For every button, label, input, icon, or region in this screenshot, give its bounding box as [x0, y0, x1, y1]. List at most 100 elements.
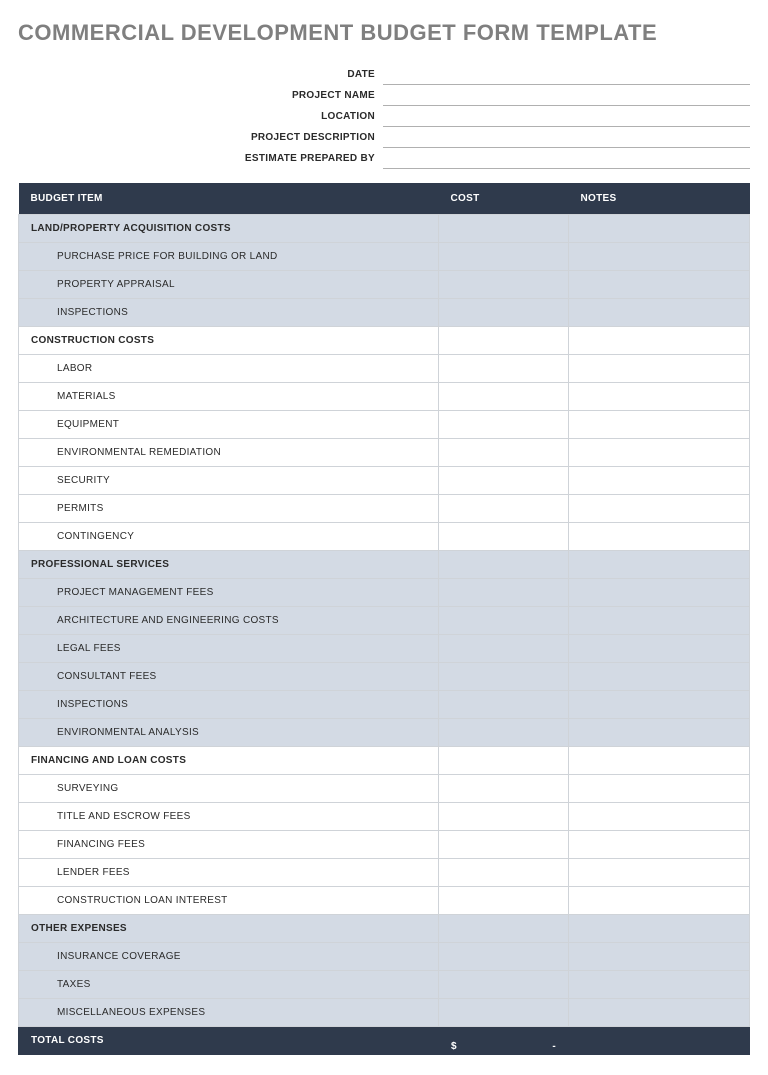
line-item-cost[interactable]: [439, 663, 569, 691]
line-item-name: ARCHITECTURE AND ENGINEERING COSTS: [19, 607, 439, 635]
section-notes-cell[interactable]: [569, 327, 750, 355]
line-item-cost[interactable]: [439, 887, 569, 915]
line-item-notes[interactable]: [569, 467, 750, 495]
line-item-notes[interactable]: [569, 579, 750, 607]
line-item-cost[interactable]: [439, 971, 569, 999]
line-item-name: SURVEYING: [19, 775, 439, 803]
total-cost: $-: [439, 1027, 569, 1055]
line-item-notes[interactable]: [569, 719, 750, 747]
section-cost-cell[interactable]: [439, 551, 569, 579]
line-item-row: CONSULTANT FEES: [19, 663, 750, 691]
line-item-notes[interactable]: [569, 523, 750, 551]
line-item-notes[interactable]: [569, 383, 750, 411]
line-item-cost[interactable]: [439, 999, 569, 1027]
line-item-cost[interactable]: [439, 383, 569, 411]
header-field-input[interactable]: [383, 85, 750, 106]
line-item-row: ENVIRONMENTAL ANALYSIS: [19, 719, 750, 747]
line-item-notes[interactable]: [569, 887, 750, 915]
line-item-row: MATERIALS: [19, 383, 750, 411]
line-item-row: EQUIPMENT: [19, 411, 750, 439]
col-header-notes: NOTES: [569, 183, 750, 215]
line-item-name: INSURANCE COVERAGE: [19, 943, 439, 971]
line-item-notes[interactable]: [569, 943, 750, 971]
section-cost-cell[interactable]: [439, 327, 569, 355]
line-item-cost[interactable]: [439, 859, 569, 887]
line-item-name: PROPERTY APPRAISAL: [19, 271, 439, 299]
line-item-notes[interactable]: [569, 243, 750, 271]
header-field-row: PROJECT DESCRIPTION: [18, 127, 750, 148]
section-notes-cell[interactable]: [569, 215, 750, 243]
line-item-notes[interactable]: [569, 691, 750, 719]
line-item-row: TAXES: [19, 971, 750, 999]
section-name: CONSTRUCTION COSTS: [19, 327, 439, 355]
line-item-cost[interactable]: [439, 775, 569, 803]
line-item-row: ARCHITECTURE AND ENGINEERING COSTS: [19, 607, 750, 635]
line-item-row: CONTINGENCY: [19, 523, 750, 551]
line-item-cost[interactable]: [439, 943, 569, 971]
header-field-label: PROJECT NAME: [18, 90, 383, 101]
line-item-notes[interactable]: [569, 971, 750, 999]
line-item-name: EQUIPMENT: [19, 411, 439, 439]
line-item-notes[interactable]: [569, 831, 750, 859]
header-field-input[interactable]: [383, 127, 750, 148]
line-item-cost[interactable]: [439, 411, 569, 439]
section-row: PROFESSIONAL SERVICES: [19, 551, 750, 579]
line-item-row: PERMITS: [19, 495, 750, 523]
line-item-name: LENDER FEES: [19, 859, 439, 887]
line-item-row: INSPECTIONS: [19, 299, 750, 327]
line-item-cost[interactable]: [439, 467, 569, 495]
header-field-input[interactable]: [383, 64, 750, 85]
line-item-notes[interactable]: [569, 439, 750, 467]
line-item-cost[interactable]: [439, 299, 569, 327]
section-cost-cell[interactable]: [439, 915, 569, 943]
page-title: COMMERCIAL DEVELOPMENT BUDGET FORM TEMPL…: [18, 20, 750, 46]
line-item-cost[interactable]: [439, 271, 569, 299]
section-name: FINANCING AND LOAN COSTS: [19, 747, 439, 775]
line-item-notes[interactable]: [569, 775, 750, 803]
line-item-cost[interactable]: [439, 635, 569, 663]
header-field-row: PROJECT NAME: [18, 85, 750, 106]
line-item-name: LABOR: [19, 355, 439, 383]
line-item-name: PERMITS: [19, 495, 439, 523]
line-item-notes[interactable]: [569, 495, 750, 523]
total-notes: [569, 1027, 750, 1055]
line-item-cost[interactable]: [439, 579, 569, 607]
line-item-cost[interactable]: [439, 691, 569, 719]
section-notes-cell[interactable]: [569, 551, 750, 579]
line-item-notes[interactable]: [569, 663, 750, 691]
line-item-cost[interactable]: [439, 607, 569, 635]
header-field-input[interactable]: [383, 148, 750, 169]
line-item-cost[interactable]: [439, 439, 569, 467]
line-item-name: INSPECTIONS: [19, 691, 439, 719]
line-item-row: PROPERTY APPRAISAL: [19, 271, 750, 299]
section-notes-cell[interactable]: [569, 747, 750, 775]
line-item-cost[interactable]: [439, 243, 569, 271]
line-item-notes[interactable]: [569, 299, 750, 327]
line-item-cost[interactable]: [439, 803, 569, 831]
line-item-row: INSPECTIONS: [19, 691, 750, 719]
line-item-name: PROJECT MANAGEMENT FEES: [19, 579, 439, 607]
table-header-row: BUDGET ITEM COST NOTES: [19, 183, 750, 215]
line-item-notes[interactable]: [569, 271, 750, 299]
header-fields: DATEPROJECT NAMELOCATIONPROJECT DESCRIPT…: [18, 64, 750, 169]
line-item-notes[interactable]: [569, 999, 750, 1027]
header-field-input[interactable]: [383, 106, 750, 127]
line-item-cost[interactable]: [439, 831, 569, 859]
line-item-cost[interactable]: [439, 719, 569, 747]
line-item-notes[interactable]: [569, 803, 750, 831]
line-item-name: ENVIRONMENTAL REMEDIATION: [19, 439, 439, 467]
line-item-cost[interactable]: [439, 495, 569, 523]
line-item-notes[interactable]: [569, 635, 750, 663]
section-cost-cell[interactable]: [439, 747, 569, 775]
line-item-notes[interactable]: [569, 355, 750, 383]
line-item-notes[interactable]: [569, 859, 750, 887]
total-row: TOTAL COSTS$-: [19, 1027, 750, 1055]
section-notes-cell[interactable]: [569, 915, 750, 943]
section-cost-cell[interactable]: [439, 215, 569, 243]
line-item-notes[interactable]: [569, 411, 750, 439]
line-item-cost[interactable]: [439, 355, 569, 383]
line-item-notes[interactable]: [569, 607, 750, 635]
line-item-row: TITLE AND ESCROW FEES: [19, 803, 750, 831]
line-item-cost[interactable]: [439, 523, 569, 551]
line-item-row: CONSTRUCTION LOAN INTEREST: [19, 887, 750, 915]
